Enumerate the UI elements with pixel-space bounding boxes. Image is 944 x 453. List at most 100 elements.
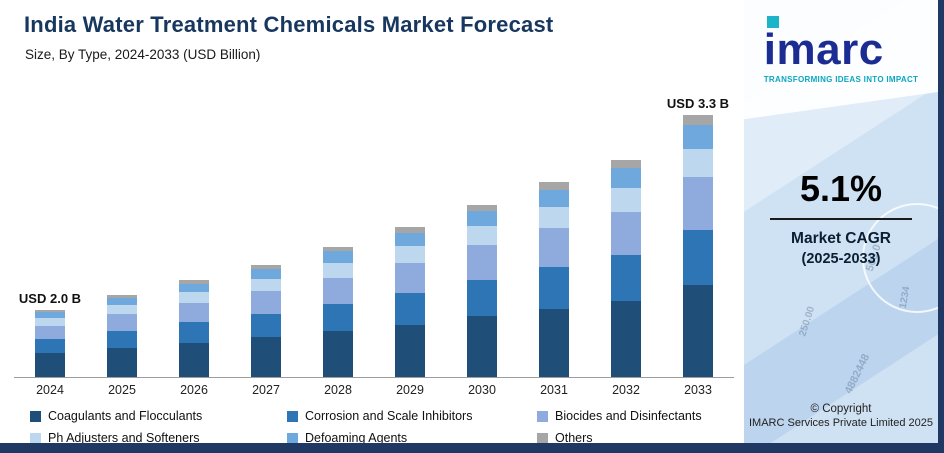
- segment-corrosion-and-scale-inhibitors: [539, 267, 569, 309]
- bar-column-2025: [86, 294, 158, 378]
- segment-others: [35, 309, 65, 313]
- segment-ph-adjusters-and-softeners: [323, 263, 353, 278]
- page-title: India Water Treatment Chemicals Market F…: [24, 12, 554, 37]
- legend-item-defoaming-agents: Defoaming Agents: [287, 431, 537, 445]
- legend-swatch-icon: [30, 410, 41, 422]
- segment-coagulants-and-flocculants: [611, 300, 641, 377]
- segment-corrosion-and-scale-inhibitors: [683, 229, 713, 285]
- bar-value-label-2033: USD 3.3 B: [666, 95, 730, 111]
- segment-biocides-and-disinfectants: [251, 291, 281, 314]
- segment-defoaming-agents: [35, 312, 65, 319]
- segment-biocides-and-disinfectants: [107, 314, 137, 331]
- sidebar: 500.0 250.00 4882448 1234 imarc TRANSFORMIN…: [744, 0, 938, 443]
- x-tick-2031: 2031: [540, 383, 568, 397]
- segment-biocides-and-disinfectants: [179, 302, 209, 323]
- stacked-bar-chart: USD 2.0 B USD 3.3 B 2024 2025 2026 2027 2028 2…: [14, 84, 734, 445]
- stacked-bar-2033: [683, 114, 713, 378]
- segment-defoaming-agents: [467, 210, 497, 227]
- bar-column-2026: [158, 279, 230, 378]
- legend-item-corrosion-and-scale-inhibitors: Corrosion and Scale Inhibitors: [287, 409, 537, 423]
- x-tick-2033: 2033: [684, 383, 712, 397]
- segment-others: [539, 182, 569, 190]
- segment-coagulants-and-flocculants: [323, 331, 353, 378]
- segment-defoaming-agents: [323, 251, 353, 264]
- copyright-line-2: IMARC Services Private Limited 2025: [748, 417, 933, 429]
- segment-others: [323, 246, 353, 252]
- cagr-value: 5.1%: [799, 168, 883, 209]
- stacked-bar-2026: [179, 279, 209, 378]
- segment-others: [683, 114, 713, 125]
- segment-corrosion-and-scale-inhibitors: [323, 303, 353, 332]
- segment-biocides-and-disinfectants: [395, 262, 425, 293]
- bar-value-label-2024: USD 2.0 B: [18, 290, 82, 306]
- stacked-bar-2024: [35, 309, 65, 378]
- segment-others: [179, 279, 209, 284]
- segment-corrosion-and-scale-inhibitors: [251, 313, 281, 338]
- bar-column-2032: [590, 159, 662, 378]
- segment-corrosion-and-scale-inhibitors: [467, 279, 497, 317]
- x-tick-2028: 2028: [324, 383, 352, 397]
- legend-swatch-icon: [287, 410, 298, 422]
- bar-column-2030: [446, 204, 518, 378]
- segment-coagulants-and-flocculants: [467, 316, 497, 377]
- segment-biocides-and-disinfectants: [35, 325, 65, 340]
- legend-label: Corrosion and Scale Inhibitors: [305, 409, 473, 423]
- legend-label: Coagulants and Flocculants: [48, 409, 203, 423]
- stacked-bar-2028: [323, 246, 353, 378]
- x-tick-2026: 2026: [180, 383, 208, 397]
- segment-biocides-and-disinfectants: [323, 277, 353, 304]
- cagr-block: 5.1% Market CAGR (2025-2033): [744, 168, 938, 267]
- segment-coagulants-and-flocculants: [35, 353, 65, 377]
- legend-item-others: Others: [537, 431, 734, 445]
- segment-ph-adjusters-and-softeners: [467, 226, 497, 246]
- segment-others: [395, 227, 425, 233]
- logo-text: imarc: [763, 25, 884, 74]
- segment-coagulants-and-flocculants: [395, 324, 425, 377]
- chart-panel: India Water Treatment Chemicals Market F…: [14, 12, 734, 445]
- segment-others: [611, 159, 641, 169]
- segment-ph-adjusters-and-softeners: [35, 318, 65, 326]
- segment-defoaming-agents: [107, 297, 137, 306]
- segment-biocides-and-disinfectants: [467, 245, 497, 280]
- segment-others: [467, 204, 497, 211]
- legend-item-biocides-and-disinfectants: Biocides and Disinfectants: [537, 409, 734, 423]
- segment-others: [107, 294, 137, 298]
- right-edge-bar: [938, 0, 944, 453]
- segment-biocides-and-disinfectants: [539, 228, 569, 268]
- legend-label: Others: [555, 431, 593, 445]
- logo-tagline: TRANSFORMING IDEAS INTO IMPACT: [763, 75, 919, 85]
- segment-defoaming-agents: [683, 124, 713, 149]
- logo-dot-icon: [766, 16, 779, 28]
- legend-swatch-icon: [537, 432, 548, 444]
- x-tick-2030: 2030: [468, 383, 496, 397]
- legend-label: Defoaming Agents: [305, 431, 408, 445]
- stacked-bar-2032: [611, 159, 641, 378]
- legend-swatch-icon: [537, 410, 548, 422]
- cagr-period: (2025-2033): [801, 251, 881, 267]
- segment-coagulants-and-flocculants: [179, 342, 209, 377]
- legend-item-ph-adjusters-and-softeners: Ph Adjusters and Softeners: [30, 431, 287, 445]
- segment-ph-adjusters-and-softeners: [179, 292, 209, 303]
- cagr-label: Market CAGR: [791, 230, 891, 247]
- segment-ph-adjusters-and-softeners: [107, 305, 137, 315]
- x-tick-2025: 2025: [108, 383, 136, 397]
- stacked-bar-2025: [107, 294, 137, 378]
- bar-column-2029: [374, 227, 446, 377]
- segment-biocides-and-disinfectants: [683, 177, 713, 230]
- segment-defoaming-agents: [611, 168, 641, 188]
- segment-defoaming-agents: [395, 232, 425, 247]
- stacked-bar-2029: [395, 227, 425, 377]
- x-tick-2029: 2029: [396, 383, 424, 397]
- bar-column-2033: USD 3.3 B: [662, 96, 734, 378]
- x-tick-2032: 2032: [612, 383, 640, 397]
- x-axis: 2024 2025 2026 2027 2028 2029 2030 2031 2032 2033: [14, 378, 734, 397]
- copyright: © Copyright IMARC Services Private Limit…: [744, 403, 938, 429]
- bar-column-2024: USD 2.0 B: [14, 291, 86, 378]
- segment-corrosion-and-scale-inhibitors: [107, 330, 137, 348]
- copyright-line-1: © Copyright: [810, 403, 872, 415]
- segment-ph-adjusters-and-softeners: [683, 148, 713, 178]
- segment-corrosion-and-scale-inhibitors: [35, 339, 65, 354]
- segment-ph-adjusters-and-softeners: [611, 187, 641, 212]
- stacked-bar-2031: [539, 182, 569, 377]
- segment-coagulants-and-flocculants: [251, 337, 281, 377]
